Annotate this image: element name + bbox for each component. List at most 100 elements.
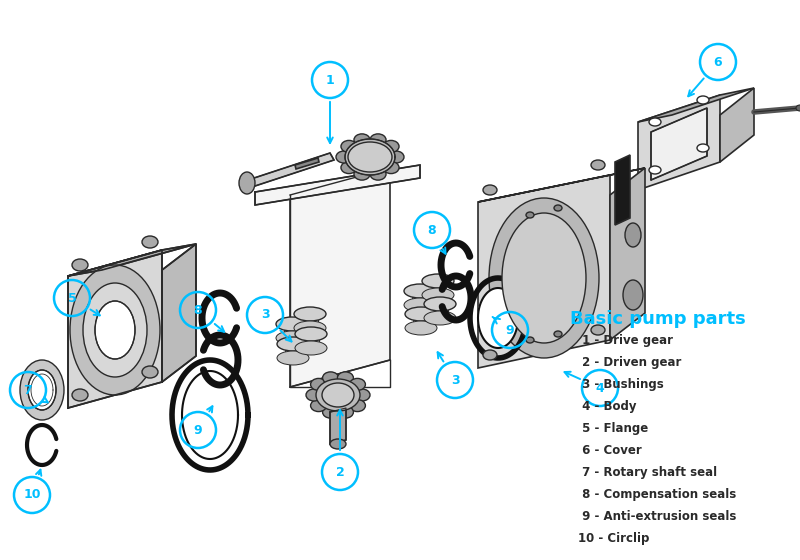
Ellipse shape [422,274,454,288]
Ellipse shape [142,366,158,378]
Polygon shape [68,250,162,408]
Ellipse shape [354,134,370,146]
Polygon shape [284,324,300,338]
Ellipse shape [554,331,562,337]
Ellipse shape [404,298,436,312]
Text: 10: 10 [23,488,41,502]
Ellipse shape [350,379,366,390]
Ellipse shape [697,144,709,152]
Ellipse shape [591,325,605,335]
Ellipse shape [142,236,158,248]
Ellipse shape [591,160,605,170]
Ellipse shape [383,162,399,174]
Ellipse shape [796,105,800,111]
Text: 10 - Circlip: 10 - Circlip [578,532,650,545]
Ellipse shape [424,311,456,325]
Ellipse shape [28,370,56,410]
Ellipse shape [526,337,534,343]
Ellipse shape [370,134,386,146]
Ellipse shape [649,118,661,126]
Polygon shape [432,304,448,318]
Polygon shape [68,244,196,276]
Ellipse shape [294,321,326,335]
Ellipse shape [649,166,661,174]
Text: 2: 2 [336,465,344,478]
Ellipse shape [625,223,641,247]
Polygon shape [162,244,196,382]
Text: 6: 6 [714,55,722,68]
Ellipse shape [405,321,437,335]
Ellipse shape [294,307,326,321]
Ellipse shape [348,142,392,172]
Text: 5: 5 [68,292,76,305]
Ellipse shape [277,337,309,351]
Ellipse shape [72,389,88,401]
Ellipse shape [336,151,352,163]
Polygon shape [182,371,238,459]
Text: Basic pump parts: Basic pump parts [570,310,746,328]
Text: 6 - Cover: 6 - Cover [578,444,642,457]
Ellipse shape [95,301,135,359]
Polygon shape [303,334,319,348]
Ellipse shape [83,283,147,377]
Text: 8 - Compensation seals: 8 - Compensation seals [578,488,736,501]
Ellipse shape [322,372,338,384]
Text: 7: 7 [24,384,32,396]
Text: 3: 3 [261,309,270,321]
Ellipse shape [623,280,643,310]
Ellipse shape [338,406,354,418]
Text: 7 - Rotary shaft seal: 7 - Rotary shaft seal [578,466,717,479]
Ellipse shape [322,383,354,407]
Polygon shape [478,175,610,368]
Text: 9 - Anti-extrusion seals: 9 - Anti-extrusion seals [578,510,736,523]
Ellipse shape [295,341,327,355]
Polygon shape [302,314,318,328]
Polygon shape [651,108,707,180]
Ellipse shape [502,213,586,343]
Text: 2 - Driven gear: 2 - Driven gear [578,356,682,369]
Ellipse shape [424,297,456,311]
Text: 4: 4 [596,381,604,394]
Ellipse shape [354,168,370,180]
Ellipse shape [72,259,88,271]
Ellipse shape [277,351,309,365]
Text: 3 - Bushings: 3 - Bushings [578,378,664,391]
Ellipse shape [239,172,255,194]
Text: 8: 8 [194,304,202,316]
Ellipse shape [276,331,308,345]
Ellipse shape [405,307,437,321]
Ellipse shape [483,185,497,195]
Ellipse shape [341,141,357,152]
Text: 4 - Body: 4 - Body [578,400,637,413]
Polygon shape [638,95,720,190]
Ellipse shape [295,327,327,341]
Polygon shape [248,153,334,187]
Text: 5 - Flange: 5 - Flange [578,422,648,435]
Ellipse shape [310,400,326,412]
Ellipse shape [306,389,322,401]
Polygon shape [285,344,301,358]
Ellipse shape [341,162,357,174]
Ellipse shape [370,168,386,180]
Ellipse shape [404,284,436,298]
Polygon shape [478,288,518,348]
Ellipse shape [350,400,366,412]
Ellipse shape [330,439,346,449]
Text: 9: 9 [506,324,514,337]
Polygon shape [255,165,420,205]
Ellipse shape [697,96,709,104]
Polygon shape [412,291,428,305]
Text: 8: 8 [428,223,436,236]
Ellipse shape [554,205,562,211]
Ellipse shape [322,406,338,418]
Polygon shape [638,88,754,122]
Ellipse shape [338,372,354,384]
Ellipse shape [20,360,64,420]
Text: 9: 9 [194,423,202,436]
Ellipse shape [310,379,326,390]
Ellipse shape [383,141,399,152]
Polygon shape [610,168,645,340]
Ellipse shape [422,288,454,302]
Ellipse shape [483,350,497,360]
Ellipse shape [388,151,404,163]
